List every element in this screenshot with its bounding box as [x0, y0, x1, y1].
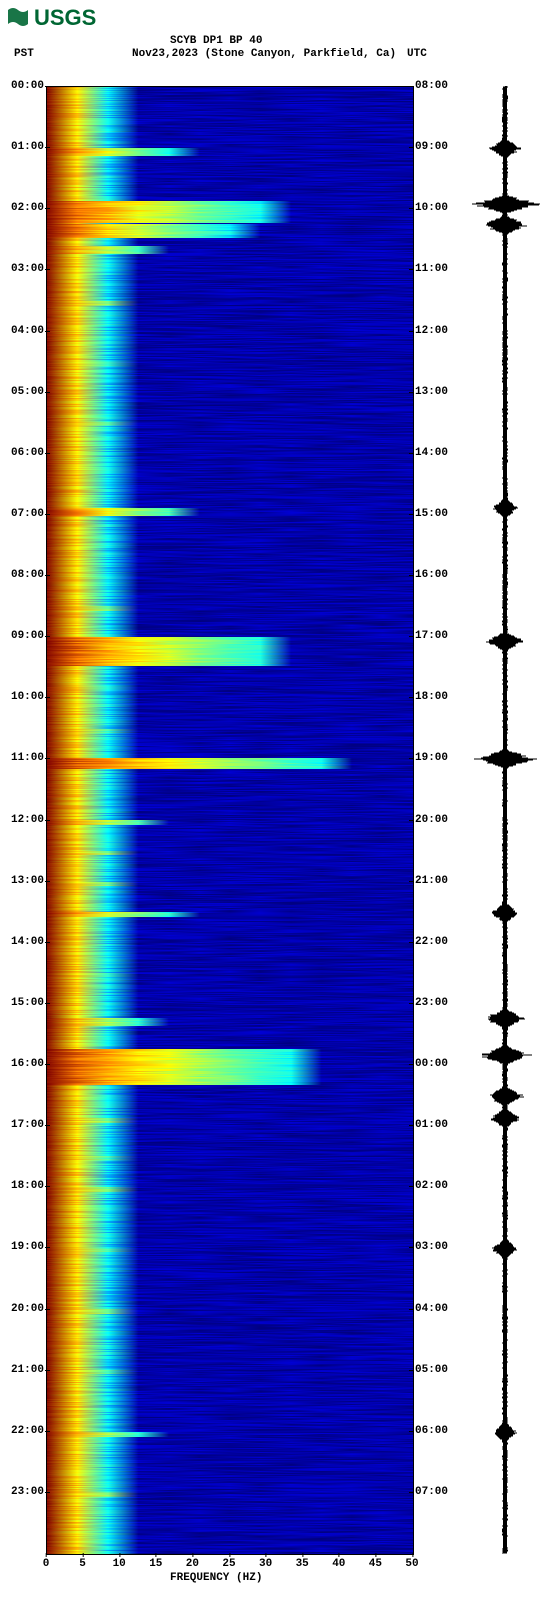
utc-tick: 22:00	[415, 936, 448, 948]
x-tick: 25	[222, 1558, 235, 1570]
utc-tick: 10:00	[415, 202, 448, 214]
pst-tick: 13:00	[0, 875, 44, 887]
utc-tick: 11:00	[415, 263, 448, 275]
x-tick: 30	[259, 1558, 272, 1570]
utc-tick: 12:00	[415, 325, 448, 337]
pst-tick: 02:00	[0, 202, 44, 214]
utc-tick: 23:00	[415, 997, 448, 1009]
pst-tick: 16:00	[0, 1058, 44, 1070]
x-tick: 45	[369, 1558, 382, 1570]
pst-tick: 06:00	[0, 447, 44, 459]
utc-tick: 03:00	[415, 1241, 448, 1253]
usgs-logo: USGS	[6, 2, 102, 36]
x-axis-label: FREQUENCY (HZ)	[170, 1572, 262, 1584]
utc-tick: 17:00	[415, 630, 448, 642]
utc-tick: 14:00	[415, 447, 448, 459]
utc-tick: 00:00	[415, 1058, 448, 1070]
x-tick: 50	[405, 1558, 418, 1570]
svg-text:USGS: USGS	[34, 5, 96, 30]
pst-tick: 11:00	[0, 752, 44, 764]
spectro-row	[47, 1553, 413, 1554]
utc-tick: 21:00	[415, 875, 448, 887]
utc-tick: 19:00	[415, 752, 448, 764]
pst-tick: 07:00	[0, 508, 44, 520]
pst-tick: 14:00	[0, 936, 44, 948]
x-tick: 15	[149, 1558, 162, 1570]
pst-tick: 20:00	[0, 1303, 44, 1315]
x-tick: 35	[296, 1558, 309, 1570]
pst-tick: 18:00	[0, 1180, 44, 1192]
pst-tick: 01:00	[0, 141, 44, 153]
utc-tick: 09:00	[415, 141, 448, 153]
pst-tick: 05:00	[0, 386, 44, 398]
x-tick: 40	[332, 1558, 345, 1570]
utc-tick: 05:00	[415, 1364, 448, 1376]
pst-tick: 19:00	[0, 1241, 44, 1253]
pst-tick: 08:00	[0, 569, 44, 581]
pst-tick: 03:00	[0, 263, 44, 275]
pst-tick: 04:00	[0, 325, 44, 337]
utc-tick: 07:00	[415, 1486, 448, 1498]
pst-tick: 22:00	[0, 1425, 44, 1437]
utc-tick: 20:00	[415, 814, 448, 826]
utc-tick: 13:00	[415, 386, 448, 398]
pst-tick: 10:00	[0, 691, 44, 703]
utc-tick: 18:00	[415, 691, 448, 703]
pst-tick: 17:00	[0, 1119, 44, 1131]
waveform-trace	[470, 86, 540, 1553]
x-tick: 20	[186, 1558, 199, 1570]
pst-tick: 00:00	[0, 80, 44, 92]
utc-tick: 08:00	[415, 80, 448, 92]
utc-tick: 16:00	[415, 569, 448, 581]
utc-tick: 01:00	[415, 1119, 448, 1131]
pst-tick: 09:00	[0, 630, 44, 642]
title-line2: Nov23,2023 (Stone Canyon, Parkfield, Ca)	[132, 48, 396, 60]
utc-tick: 02:00	[415, 1180, 448, 1192]
x-tick: 5	[79, 1558, 86, 1570]
utc-tick: 15:00	[415, 508, 448, 520]
utc-label: UTC	[407, 48, 427, 60]
spectrogram-plot	[46, 86, 414, 1555]
x-tick: 10	[113, 1558, 126, 1570]
pst-tick: 12:00	[0, 814, 44, 826]
title-line1: SCYB DP1 BP 40	[170, 35, 262, 47]
x-tick: 0	[43, 1558, 50, 1570]
pst-label: PST	[14, 48, 34, 60]
wave-row	[470, 1552, 540, 1553]
utc-tick: 06:00	[415, 1425, 448, 1437]
pst-tick: 21:00	[0, 1364, 44, 1376]
pst-tick: 15:00	[0, 997, 44, 1009]
utc-tick: 04:00	[415, 1303, 448, 1315]
pst-tick: 23:00	[0, 1486, 44, 1498]
